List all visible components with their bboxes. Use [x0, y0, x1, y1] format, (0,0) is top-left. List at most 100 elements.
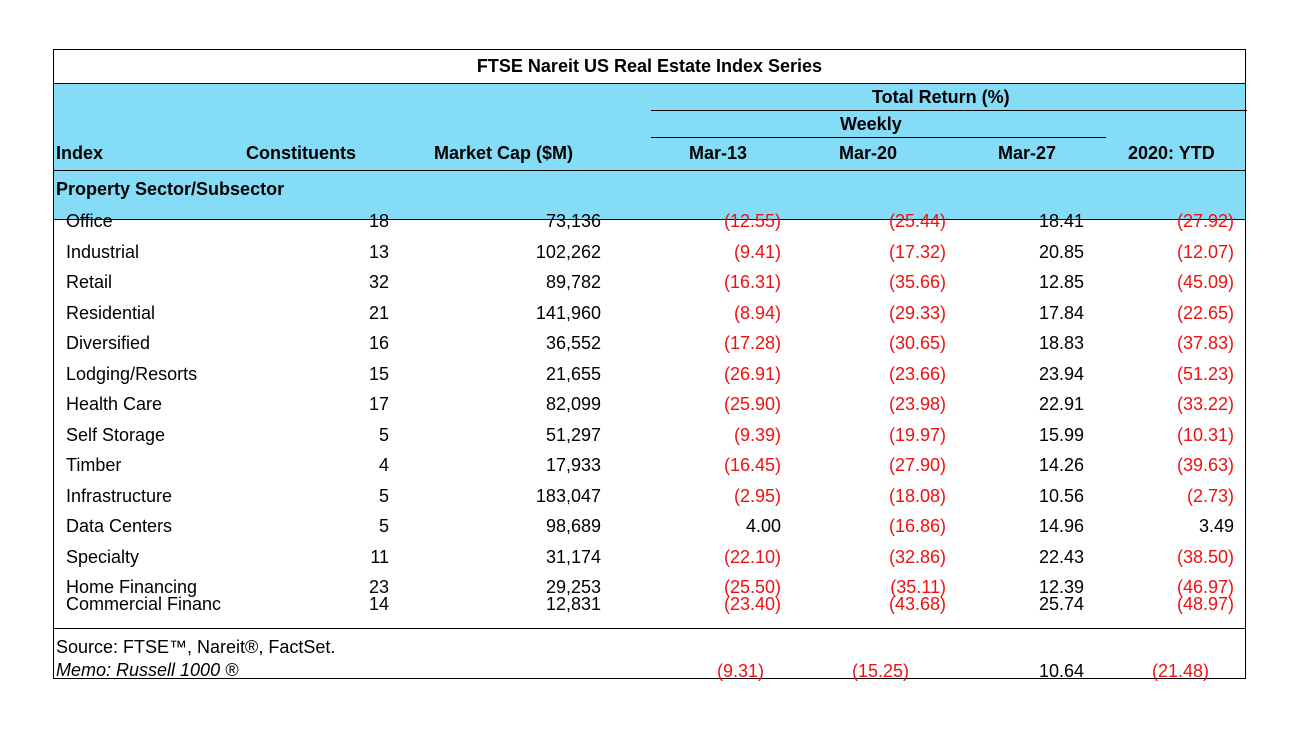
cell-mar20: (23.66) [888, 363, 946, 384]
header-bottom-rule [54, 170, 1245, 171]
cell-mar20: (16.86) [888, 516, 946, 536]
cell-constituents: 5 [378, 485, 389, 506]
table-row: Industrial 13 102,262 (9.41) (17.32) 20.85 (12… [54, 241, 1245, 271]
cell-mar20: (23.98) [888, 394, 946, 414]
cell-constituents: 17 [368, 394, 389, 414]
cell-market-cap: 89,782 [545, 272, 601, 292]
cell-index: Health Care [66, 394, 163, 414]
cell-market-cap: 36,552 [545, 333, 601, 353]
memo-ytd: (21.48) [1151, 661, 1209, 681]
cell-market-cap: 51,297 [545, 424, 601, 445]
cell-mar20: (29.33) [888, 302, 946, 323]
cell-mar27: 12.39 [1038, 577, 1084, 597]
cell-ytd: (10.31) [1176, 424, 1234, 445]
cell-index: Data Centers [66, 516, 173, 536]
cell-mar13: (9.41) [733, 241, 781, 262]
cell-constituents: 16 [368, 333, 389, 353]
cell-mar13: (25.90) [723, 394, 781, 414]
table-row: Infrastructure 5 183,047 (2.95) (18.08) 10.56… [54, 485, 1245, 515]
cell-ytd: (39.63) [1176, 455, 1234, 475]
cell-constituents: 15 [368, 363, 389, 384]
weekly-header: Weekly [840, 114, 902, 134]
table-title: FTSE Nareit US Real Estate Index Series [54, 50, 1245, 84]
cell-mar27: 18.41 [1038, 211, 1084, 231]
cell-constituents: 11 [370, 546, 389, 567]
cell-mar13: 4.00 [745, 516, 781, 536]
cell-constituents: 14 [368, 593, 389, 614]
cell-mar13: (12.55) [723, 211, 781, 231]
section-title: Property Sector/Subsector [56, 179, 285, 199]
cell-market-cap: 73,136 [545, 211, 601, 231]
cell-ytd: (51.23) [1176, 363, 1234, 384]
cell-mar13: (9.39) [733, 424, 781, 445]
cell-ytd: (37.83) [1176, 333, 1234, 353]
cell-mar20: (32.86) [888, 546, 946, 567]
column-header-constituents: Constituents [246, 143, 356, 163]
cell-market-cap: 102,262 [535, 241, 601, 262]
memo-label: Memo: Russell 1000 ® [56, 660, 239, 680]
cell-ytd: (45.09) [1176, 272, 1234, 292]
cell-ytd: (12.07) [1176, 241, 1234, 262]
table-row: Retail 32 89,782 (16.31) (35.66) 12.85 (45.09) [54, 271, 1245, 301]
cell-mar20: (30.65) [888, 333, 946, 353]
cell-index: Self Storage [66, 424, 166, 445]
cell-market-cap: 82,099 [545, 394, 601, 414]
column-header-mar27: Mar-27 [998, 143, 1057, 163]
cell-mar27: 10.56 [1038, 485, 1084, 506]
cell-mar20: (35.11) [890, 577, 946, 597]
cell-ytd: (46.97) [1176, 577, 1234, 597]
cell-mar27: 14.96 [1038, 516, 1084, 536]
cell-mar13: (16.45) [723, 455, 781, 475]
table-row: Diversified 16 36,552 (17.28) (30.65) 18.83 (3… [54, 332, 1245, 362]
cell-ytd: (33.22) [1176, 394, 1234, 414]
cell-market-cap: 141,960 [535, 302, 601, 323]
header-band: Total Return (%) Weekly Index Constituen… [54, 84, 1247, 220]
cell-mar13: (17.28) [723, 333, 781, 353]
total-return-header: Total Return (%) [872, 87, 1010, 107]
cell-mar27: 23.94 [1038, 363, 1084, 384]
cell-mar20: (27.90) [888, 455, 946, 475]
cell-mar13: (22.10) [723, 546, 781, 567]
cell-ytd: (2.73) [1186, 485, 1234, 506]
table-row: Commercial Financ 14 12,831 (23.40) (43.68) 2… [54, 593, 1245, 623]
total-return-underline [651, 110, 1247, 111]
cell-mar13: (16.31) [723, 272, 781, 292]
cell-mar20: (35.66) [888, 272, 946, 292]
cell-mar20: (18.08) [888, 485, 946, 506]
cell-market-cap: 17,933 [545, 455, 601, 475]
cell-mar27: 18.83 [1038, 333, 1084, 353]
cell-constituents: 32 [368, 272, 389, 292]
cell-constituents: 23 [368, 577, 389, 597]
cell-mar13: (2.95) [733, 485, 781, 506]
cell-mar27: 14.26 [1038, 455, 1084, 475]
column-header-mar20: Mar-20 [839, 143, 898, 163]
table-row: Self Storage 5 51,297 (9.39) (19.97) 15.99 (10… [54, 424, 1245, 454]
cell-ytd: (48.97) [1176, 593, 1234, 614]
cell-index: Industrial [66, 241, 140, 262]
memo-mar20: (15.25) [851, 661, 909, 681]
column-header-ytd: 2020: YTD [1128, 143, 1215, 163]
cell-constituents: 18 [368, 211, 389, 231]
cell-constituents: 4 [378, 455, 389, 475]
cell-mar20: (19.97) [888, 424, 946, 445]
cell-market-cap: 183,047 [535, 485, 601, 506]
cell-mar20: (25.44) [888, 211, 946, 231]
cell-mar13: (26.91) [723, 363, 781, 384]
cell-mar27: 22.91 [1038, 394, 1084, 414]
cell-ytd: 3.49 [1198, 516, 1234, 536]
table-row: Home Financing 23 29,253 (25.50) (35.11) 12.3… [54, 576, 1245, 606]
cell-constituents: 21 [368, 302, 389, 323]
weekly-underline [651, 137, 1106, 138]
cell-market-cap: 12,831 [545, 593, 601, 614]
column-header-market-cap: Market Cap ($M) [434, 143, 574, 163]
cell-mar13: (25.50) [723, 577, 781, 597]
memo-mar27: 10.64 [1038, 661, 1084, 681]
cell-mar27: 25.74 [1038, 593, 1084, 614]
cell-constituents: 13 [368, 241, 389, 262]
index-table: FTSE Nareit US Real Estate Index Series … [53, 49, 1247, 681]
table-row: Timber 4 17,933 (16.45) (27.90) 14.26 (39.63) [54, 454, 1245, 484]
cell-market-cap: 31,174 [545, 546, 601, 567]
table-row: Data Centers 5 98,689 4.00 (16.86) 14.96 3.49 [54, 515, 1245, 545]
cell-index: Office [66, 211, 113, 231]
cell-index: Home Financing [66, 577, 198, 597]
